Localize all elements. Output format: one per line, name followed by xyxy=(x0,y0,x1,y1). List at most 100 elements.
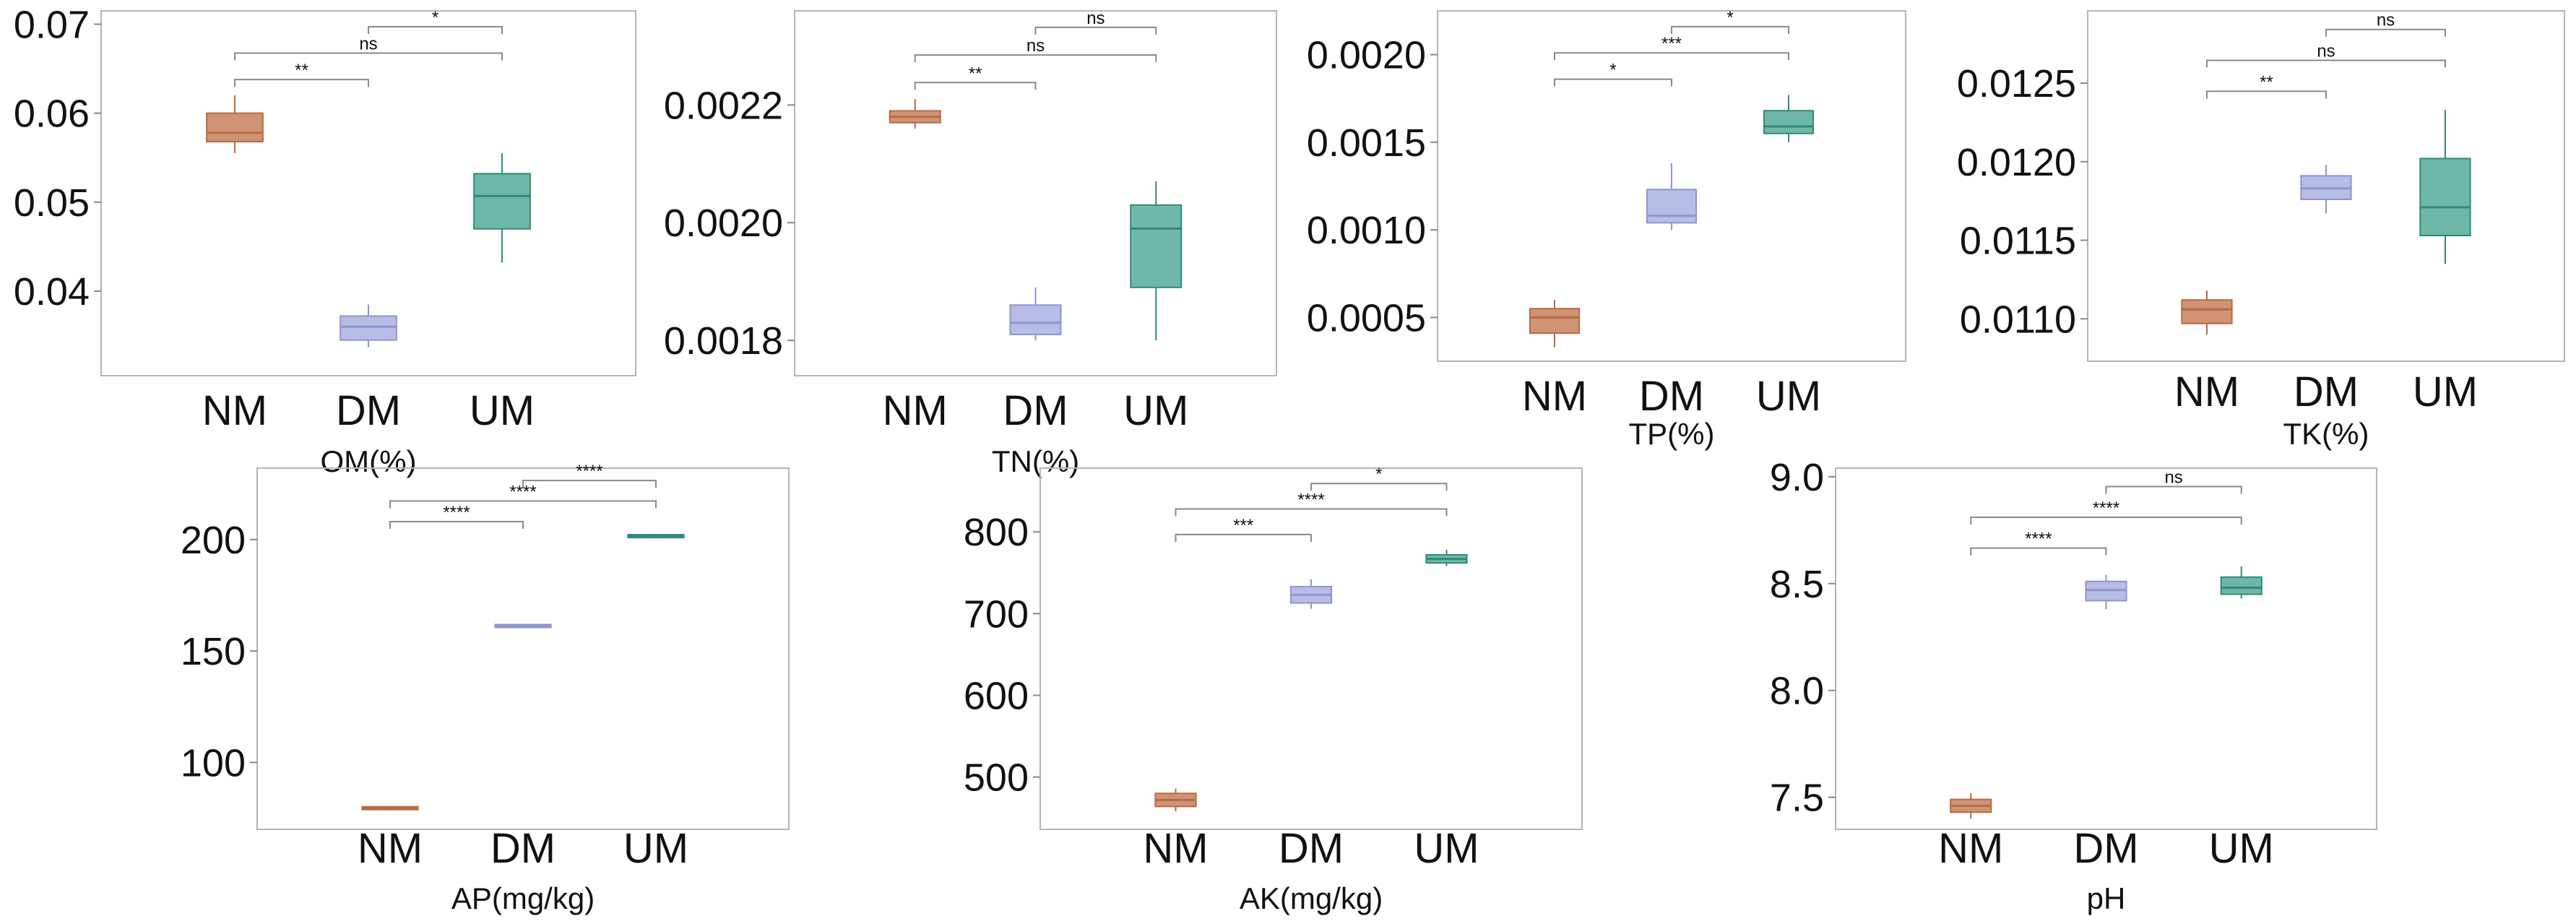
significance-bracket: **** xyxy=(1175,491,1448,517)
bracket-line xyxy=(1554,52,1789,61)
box-iqr xyxy=(206,112,264,143)
plot-frame xyxy=(1040,467,1583,830)
y-tick-label: 800 xyxy=(964,511,1029,554)
box-dm xyxy=(494,623,552,629)
significance-label: ns xyxy=(1026,36,1045,56)
significance-bracket: **** xyxy=(522,462,657,488)
box-um xyxy=(1425,550,1468,566)
x-category-label: UM xyxy=(623,825,688,872)
y-tick-label: 0.0010 xyxy=(1307,209,1426,252)
significance-bracket: ** xyxy=(234,61,369,87)
y-tick-label: 0.04 xyxy=(14,270,90,314)
y-tick-label: 0.0125 xyxy=(1957,62,2076,105)
significance-label: *** xyxy=(1661,34,1682,53)
box-um xyxy=(627,534,685,539)
significance-bracket: **** xyxy=(389,503,524,529)
significance-label: ** xyxy=(2260,72,2273,92)
box-nm xyxy=(1529,300,1581,347)
significance-label: ns xyxy=(1086,9,1105,28)
bracket-line xyxy=(1970,547,2107,556)
box-iqr xyxy=(1529,308,1581,334)
box-um xyxy=(473,153,531,263)
box-dm xyxy=(1009,287,1062,341)
significance-bracket: * xyxy=(1671,8,1789,34)
y-tick-label: 200 xyxy=(181,519,246,562)
subplot-7: 7.5 8.0 8.5 9.0 NM DM UM pH **** **** ns xyxy=(1770,456,2377,915)
box-iqr xyxy=(340,315,397,341)
y-tick-label: 0.0120 xyxy=(1957,141,2076,184)
box-nm xyxy=(206,95,264,154)
box-um xyxy=(1130,181,1183,341)
x-category-label: DM xyxy=(1279,825,1344,872)
plot-frame xyxy=(256,467,790,830)
significance-label: * xyxy=(1375,465,1382,484)
significance-bracket: * xyxy=(368,8,503,34)
y-tick-label: 0.0020 xyxy=(1307,34,1426,77)
box-nm xyxy=(889,99,941,129)
significance-label: ** xyxy=(969,64,982,83)
box-iqr xyxy=(1763,110,1815,134)
significance-label: * xyxy=(1726,8,1733,27)
x-category-label: NM xyxy=(2174,368,2239,415)
significance-bracket: ns xyxy=(234,35,503,61)
x-axis-title: AK(mg/kg) xyxy=(1240,881,1383,915)
significance-bracket: ns xyxy=(2206,42,2446,68)
significance-label: ns xyxy=(2377,11,2395,30)
y-tick-label: 0.0022 xyxy=(664,84,783,127)
x-category-label: NM xyxy=(1522,373,1587,420)
bracket-line xyxy=(389,520,524,529)
y-tick-label: 9.0 xyxy=(1770,456,1824,499)
bracket-line xyxy=(2105,485,2242,494)
bracket-line xyxy=(914,82,1037,90)
significance-bracket: ns xyxy=(2325,11,2446,37)
box-nm xyxy=(2181,290,2233,335)
y-tick-label: 700 xyxy=(964,592,1029,636)
significance-bracket: ns xyxy=(914,36,1157,63)
significance-label: * xyxy=(1609,61,1616,80)
y-tick-label: 600 xyxy=(964,674,1029,717)
significance-label: **** xyxy=(576,462,602,481)
y-tick-label: 0.0018 xyxy=(664,319,783,363)
significance-bracket: **** xyxy=(1970,530,2107,556)
plot-frame xyxy=(2087,10,2565,362)
x-axis-title: TK(%) xyxy=(2283,417,2369,451)
box-dm xyxy=(340,304,397,347)
x-axis-title: OM(%) xyxy=(321,444,417,478)
box-nm xyxy=(361,806,419,811)
x-category-label: DM xyxy=(1003,387,1068,434)
bracket-line xyxy=(914,54,1157,63)
box-dm xyxy=(1289,579,1333,609)
significance-label: * xyxy=(432,8,438,27)
significance-label: *** xyxy=(1233,516,1253,535)
x-category-label: UM xyxy=(1123,387,1188,434)
box-um xyxy=(2419,110,2471,264)
y-tick-label: 500 xyxy=(964,756,1029,800)
significance-label: ** xyxy=(295,61,308,80)
subplot-2: 0.0018 0.0020 0.0022 NM DM UM TN(%) ** ns ns xyxy=(664,9,1277,478)
x-category-label: UM xyxy=(470,387,535,434)
x-category-label: UM xyxy=(2209,825,2274,872)
y-tick-label: 0.05 xyxy=(14,181,90,225)
x-category-label: NM xyxy=(358,825,423,872)
y-tick-label: 8.0 xyxy=(1770,670,1824,713)
box-iqr xyxy=(473,173,531,230)
plot-frame xyxy=(794,10,1277,376)
box-nm xyxy=(1154,788,1197,812)
bracket-line xyxy=(1671,25,1789,34)
significance-label: **** xyxy=(443,503,470,522)
x-category-label: NM xyxy=(202,387,267,434)
y-tick-label: 100 xyxy=(181,741,246,785)
subplot-1: 0.04 0.05 0.06 0.07 NM DM UM OM(%) ** ns * xyxy=(14,3,636,478)
significance-label: ns xyxy=(2164,468,2182,488)
significance-label: **** xyxy=(1297,491,1324,510)
box-dm xyxy=(2085,574,2127,610)
x-category-label: UM xyxy=(2413,368,2478,415)
y-tick-label: 0.07 xyxy=(14,3,90,46)
box-iqr xyxy=(2220,576,2262,595)
bracket-line xyxy=(2206,90,2327,99)
bracket-line xyxy=(389,500,657,509)
